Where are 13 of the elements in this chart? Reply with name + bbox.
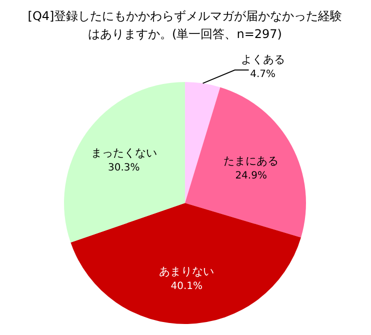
data-label: 4.7% (250, 69, 276, 80)
data-label: 30.3% (108, 162, 140, 174)
pie-slice (64, 82, 185, 243)
slice-label: あまりない (159, 265, 214, 278)
chart-title: [Q4]登録したにもかかわらずメルマガが届かなかった経験はありますか。(単一回答、n=297) (28, 9, 342, 41)
data-label: 40.1% (170, 281, 203, 292)
pie-slice (185, 87, 306, 238)
pie-slice (185, 82, 220, 203)
slice-label: よくある (240, 53, 285, 66)
data-label: 24.9% (235, 170, 267, 182)
slice-label: たまにある (224, 154, 279, 168)
slice-label: まったくない (90, 146, 157, 160)
pie-slice (70, 203, 301, 324)
